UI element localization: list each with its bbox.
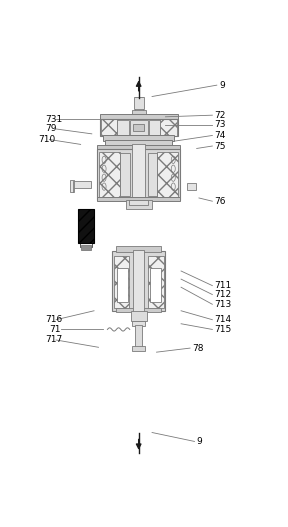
Bar (132, 320, 145, 326)
Bar (100, 113, 178, 119)
Bar (116, 246, 161, 252)
Bar (133, 124, 144, 131)
Bar (157, 152, 178, 198)
Text: 717: 717 (45, 336, 62, 345)
Text: 72: 72 (215, 111, 226, 120)
Text: 9: 9 (197, 437, 202, 446)
Bar (150, 268, 160, 302)
Bar (147, 153, 157, 197)
Text: 79: 79 (45, 124, 56, 133)
Text: 75: 75 (215, 142, 226, 151)
Bar (160, 119, 177, 136)
Bar (116, 308, 161, 311)
Text: 714: 714 (215, 315, 232, 324)
Bar (97, 149, 180, 200)
Bar (132, 144, 145, 201)
Bar (131, 311, 147, 321)
Bar (135, 325, 142, 347)
Text: 78: 78 (192, 344, 204, 353)
Text: 715: 715 (215, 325, 232, 334)
Bar (114, 256, 129, 308)
Bar (101, 119, 118, 136)
Text: 712: 712 (215, 290, 232, 299)
Bar (126, 200, 151, 209)
Bar (132, 110, 146, 114)
Bar (120, 153, 130, 197)
Bar (132, 346, 145, 350)
Bar (133, 250, 145, 311)
Text: 731: 731 (45, 115, 62, 124)
Bar (149, 120, 160, 135)
Text: 76: 76 (215, 197, 226, 206)
Bar (103, 135, 175, 141)
Bar (73, 181, 91, 188)
Text: 713: 713 (215, 300, 232, 309)
Bar (187, 183, 196, 190)
Bar (117, 268, 128, 302)
Text: 9: 9 (219, 81, 225, 90)
Text: 74: 74 (215, 131, 226, 140)
Bar (97, 145, 180, 150)
Text: 716: 716 (45, 315, 62, 324)
Text: 73: 73 (215, 121, 226, 130)
Bar (81, 245, 91, 250)
Text: 711: 711 (215, 281, 232, 290)
Bar (97, 197, 180, 201)
Bar (105, 140, 172, 146)
Bar (100, 119, 178, 136)
Bar (148, 256, 164, 308)
Bar (99, 152, 120, 198)
Bar (112, 251, 165, 311)
Bar (70, 180, 74, 192)
Bar (135, 96, 143, 113)
Bar (134, 97, 144, 109)
Bar (79, 241, 92, 247)
Text: 710: 710 (38, 135, 56, 144)
Bar (130, 120, 147, 135)
Bar (129, 200, 148, 205)
Text: 71: 71 (50, 325, 61, 334)
Bar (118, 120, 129, 135)
Bar (78, 209, 94, 242)
